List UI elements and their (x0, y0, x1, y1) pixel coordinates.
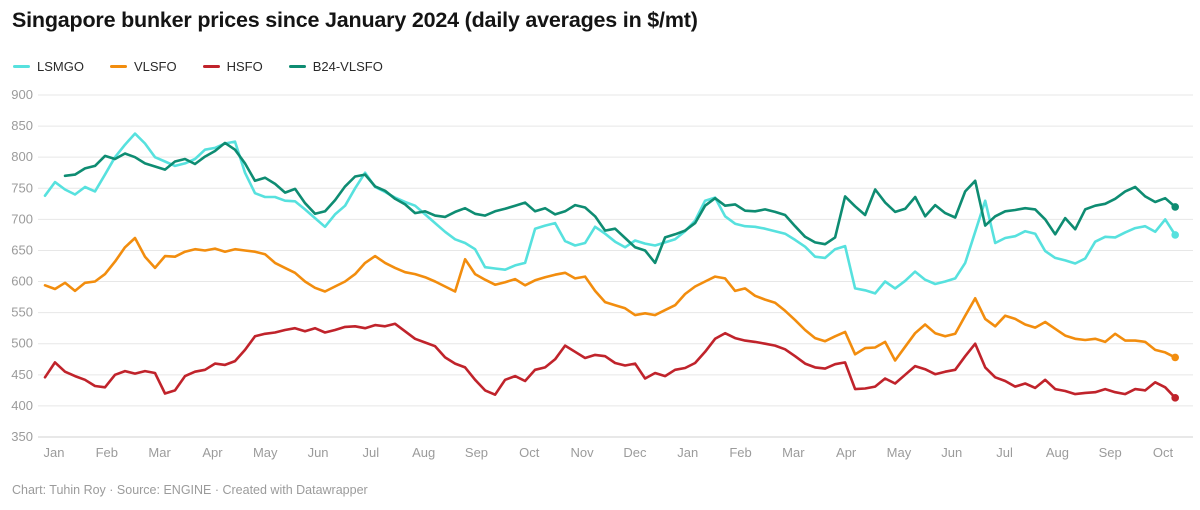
y-tick-label-400: 400 (11, 398, 33, 413)
y-tick-label-500: 500 (11, 336, 33, 351)
y-tick-label-350: 350 (11, 429, 33, 444)
x-tick-label-8-sep: Sep (465, 445, 488, 460)
series-end-dot-b24-vlsfo (1171, 203, 1180, 211)
series-end-dot-lsmgo (1171, 231, 1179, 239)
x-tick-label-18-jul: Jul (996, 445, 1013, 460)
y-tick-label-450: 450 (11, 367, 33, 382)
x-tick-label-3-apr: Apr (202, 445, 223, 460)
series-line-b24-vlsfo (63, 141, 1177, 265)
legend-label-vlsfo: VLSFO (133, 59, 177, 74)
y-tick-label-650: 650 (11, 242, 33, 257)
legend-item-vlsfo: VLSFO (109, 59, 177, 74)
x-tick-label-9-oct: Oct (519, 445, 540, 460)
series-line-vlsfo (43, 236, 1177, 362)
y-tick-label-800: 800 (11, 149, 33, 164)
legend-item-lsmgo: LSMGO (13, 59, 84, 74)
x-tick-label-17-jun: Jun (941, 445, 962, 460)
legend-swatch-hsfo-icon (202, 64, 220, 69)
legend-item-hsfo: HSFO (202, 59, 263, 74)
legend-swatch-b24-vlsfo-icon (288, 64, 306, 69)
x-tick-label-6-jul: Jul (363, 445, 380, 460)
legend-label-hsfo: HSFO (226, 59, 263, 74)
y-tick-label-550: 550 (11, 305, 33, 320)
x-tick-label-13-feb: Feb (729, 445, 751, 460)
y-tick-label-700: 700 (11, 211, 33, 226)
legend-swatch-lsmgo-icon (13, 64, 30, 69)
series-line-hsfo (43, 322, 1177, 400)
attribution-text: Chart: Tuhin Roy · Source: ENGINE · Crea… (12, 483, 368, 497)
x-tick-label-0-jan: Jan (44, 445, 65, 460)
y-tick-label-750: 750 (11, 180, 33, 195)
x-tick-label-20-sep: Sep (1099, 445, 1122, 460)
x-tick-label-1-feb: Feb (96, 445, 118, 460)
x-tick-label-21-oct: Oct (1153, 445, 1174, 460)
y-tick-label-850: 850 (11, 118, 33, 133)
y-tick-label-900: 900 (11, 87, 33, 102)
x-tick-label-11-dec: Dec (623, 445, 647, 460)
x-tick-label-15-apr: Apr (836, 445, 857, 460)
x-tick-label-5-jun: Jun (308, 445, 329, 460)
y-tick-label-600: 600 (11, 274, 33, 289)
legend-label-lsmgo: LSMGO (37, 59, 84, 74)
legend-swatch-vlsfo-icon (109, 64, 127, 69)
series-end-dot-hsfo (1171, 394, 1179, 402)
series-line-lsmgo (43, 132, 1177, 295)
x-tick-label-12-jan: Jan (677, 445, 698, 460)
x-tick-label-2-mar: Mar (148, 445, 171, 460)
page-title: Singapore bunker prices since January 20… (12, 8, 698, 32)
series-end-dot-vlsfo (1171, 353, 1179, 362)
x-tick-label-10-nov: Nov (571, 445, 595, 460)
legend-item-b24-vlsfo: B24-VLSFO (288, 59, 383, 74)
legend: LSMGO VLSFO HSFO B24-VLSFO (13, 59, 383, 74)
x-tick-label-14-mar: Mar (782, 445, 805, 460)
x-tick-label-7-aug: Aug (412, 445, 435, 460)
x-tick-label-4-may: May (253, 445, 278, 460)
x-tick-label-16-may: May (887, 445, 912, 460)
legend-label-b24-vlsfo: B24-VLSFO (312, 59, 383, 74)
x-tick-label-19-aug: Aug (1046, 445, 1069, 460)
